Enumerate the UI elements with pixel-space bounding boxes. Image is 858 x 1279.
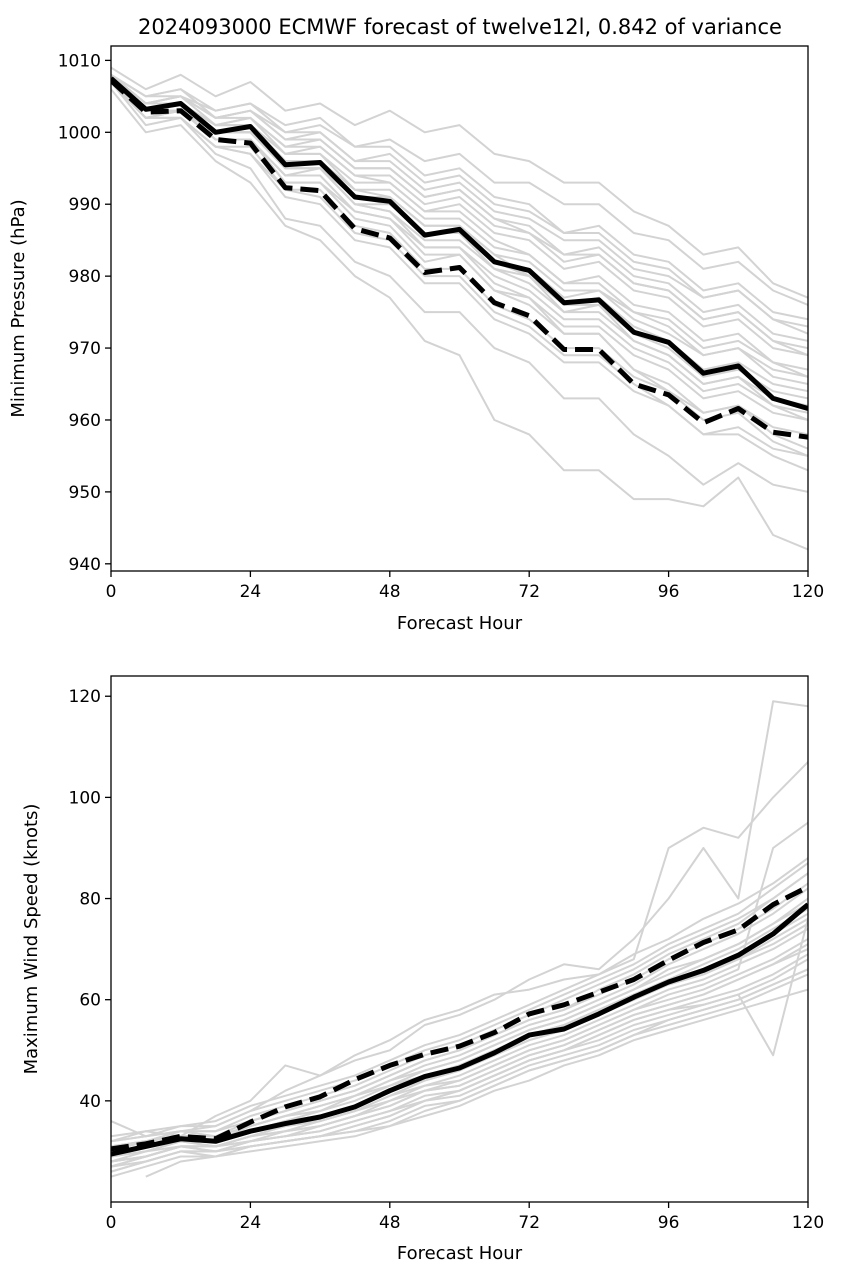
pressure-x-tick-label: 48 xyxy=(379,582,401,602)
wind-ensemble-member-line xyxy=(111,968,808,1168)
wind-ensemble-member-line xyxy=(111,928,808,1158)
wind-y-tick-label: 60 xyxy=(79,991,101,1011)
pressure-ensemble-member-line xyxy=(111,81,808,393)
pressure-y-tick-label: 980 xyxy=(69,267,101,287)
pressure-ensemble-member-line xyxy=(111,73,808,335)
figure-title: 2024093000 ECMWF forecast of twelve12l, … xyxy=(138,15,782,39)
wind-ensemble-member-line xyxy=(111,887,808,1148)
pressure-y-tick-label: 1010 xyxy=(58,51,101,71)
pressure-ensemble-member-line xyxy=(111,81,808,436)
pressure-ensemble-member-line xyxy=(111,74,808,378)
pressure-y-tick-label: 970 xyxy=(69,339,101,359)
wind-ensemble-member-line xyxy=(111,988,808,1178)
wind-ensemble-member-line xyxy=(111,862,808,1143)
wind-x-tick-label: 72 xyxy=(518,1213,540,1233)
pressure-x-tick-label: 96 xyxy=(658,582,680,602)
wind-ensemble-member-line xyxy=(111,761,808,1143)
wind-x-tick-label: 0 xyxy=(106,1213,117,1233)
wind-x-axis-label: Forecast Hour xyxy=(397,1243,523,1264)
wind-ensemble-member-line xyxy=(145,918,808,1178)
wind-y-tick-label: 40 xyxy=(79,1092,101,1112)
pressure-y-tick-label: 940 xyxy=(69,555,101,575)
pressure-x-tick-label: 120 xyxy=(792,582,824,602)
wind-plot-area xyxy=(111,700,808,1178)
pressure-dashed-line xyxy=(111,78,808,440)
pressure-x-axis-label: Forecast Hour xyxy=(397,613,523,634)
wind-ensemble-member-line xyxy=(111,897,808,1153)
pressure-ensemble-member-line xyxy=(111,73,808,306)
wind-panel: 0 24 48 72 96 120 40 60 80 100 120 Forecast Hour Max… xyxy=(21,675,824,1264)
wind-x-tick-label: 120 xyxy=(792,1213,824,1233)
pressure-ensemble-member-line xyxy=(111,88,808,551)
pressure-y-tick-label: 990 xyxy=(69,195,101,215)
pressure-y-tick-label: 1000 xyxy=(58,123,101,143)
wind-y-tick-label: 100 xyxy=(69,788,101,808)
pressure-solid-line xyxy=(111,76,808,411)
wind-ensemble-member-line xyxy=(111,948,808,1163)
wind-x-tick-label: 48 xyxy=(379,1213,401,1233)
wind-solid-line xyxy=(111,902,808,1157)
pressure-y-tick-label: 950 xyxy=(69,483,101,503)
pressure-x-tick-label: 72 xyxy=(518,582,540,602)
wind-y-tick-label: 80 xyxy=(79,890,101,910)
pressure-y-tick-label: 960 xyxy=(69,411,101,431)
pressure-plot-area xyxy=(111,66,808,551)
pressure-x-tick-label: 24 xyxy=(240,582,262,602)
wind-dashed-line xyxy=(111,884,808,1152)
pressure-x-tick-label: 0 xyxy=(106,582,117,602)
pressure-panel: 0 24 48 72 96 120 940 950 960 970 980 990 1000 1010 Fo… xyxy=(8,45,824,634)
wind-y-tick-label: 120 xyxy=(69,687,101,707)
pressure-ensemble-member-line xyxy=(111,81,808,457)
wind-axes-frame xyxy=(110,675,809,1203)
wind-x-tick-label: 24 xyxy=(240,1213,262,1233)
wind-ensemble-member-line xyxy=(111,943,808,1163)
pressure-ensemble-member-line xyxy=(111,81,808,493)
wind-x-tick-label: 96 xyxy=(658,1213,680,1233)
pressure-axes-frame xyxy=(110,45,809,572)
pressure-ensemble-member-line xyxy=(111,74,808,357)
wind-ensemble-member-line xyxy=(111,857,808,1138)
pressure-ensemble-member-line xyxy=(111,66,808,299)
wind-y-axis-label: Maximum Wind Speed (knots) xyxy=(21,804,42,1075)
wind-ensemble-member-line xyxy=(111,821,808,1163)
pressure-y-axis-label: Minimum Pressure (hPa) xyxy=(8,199,29,417)
pressure-ensemble-member-line xyxy=(111,74,808,328)
